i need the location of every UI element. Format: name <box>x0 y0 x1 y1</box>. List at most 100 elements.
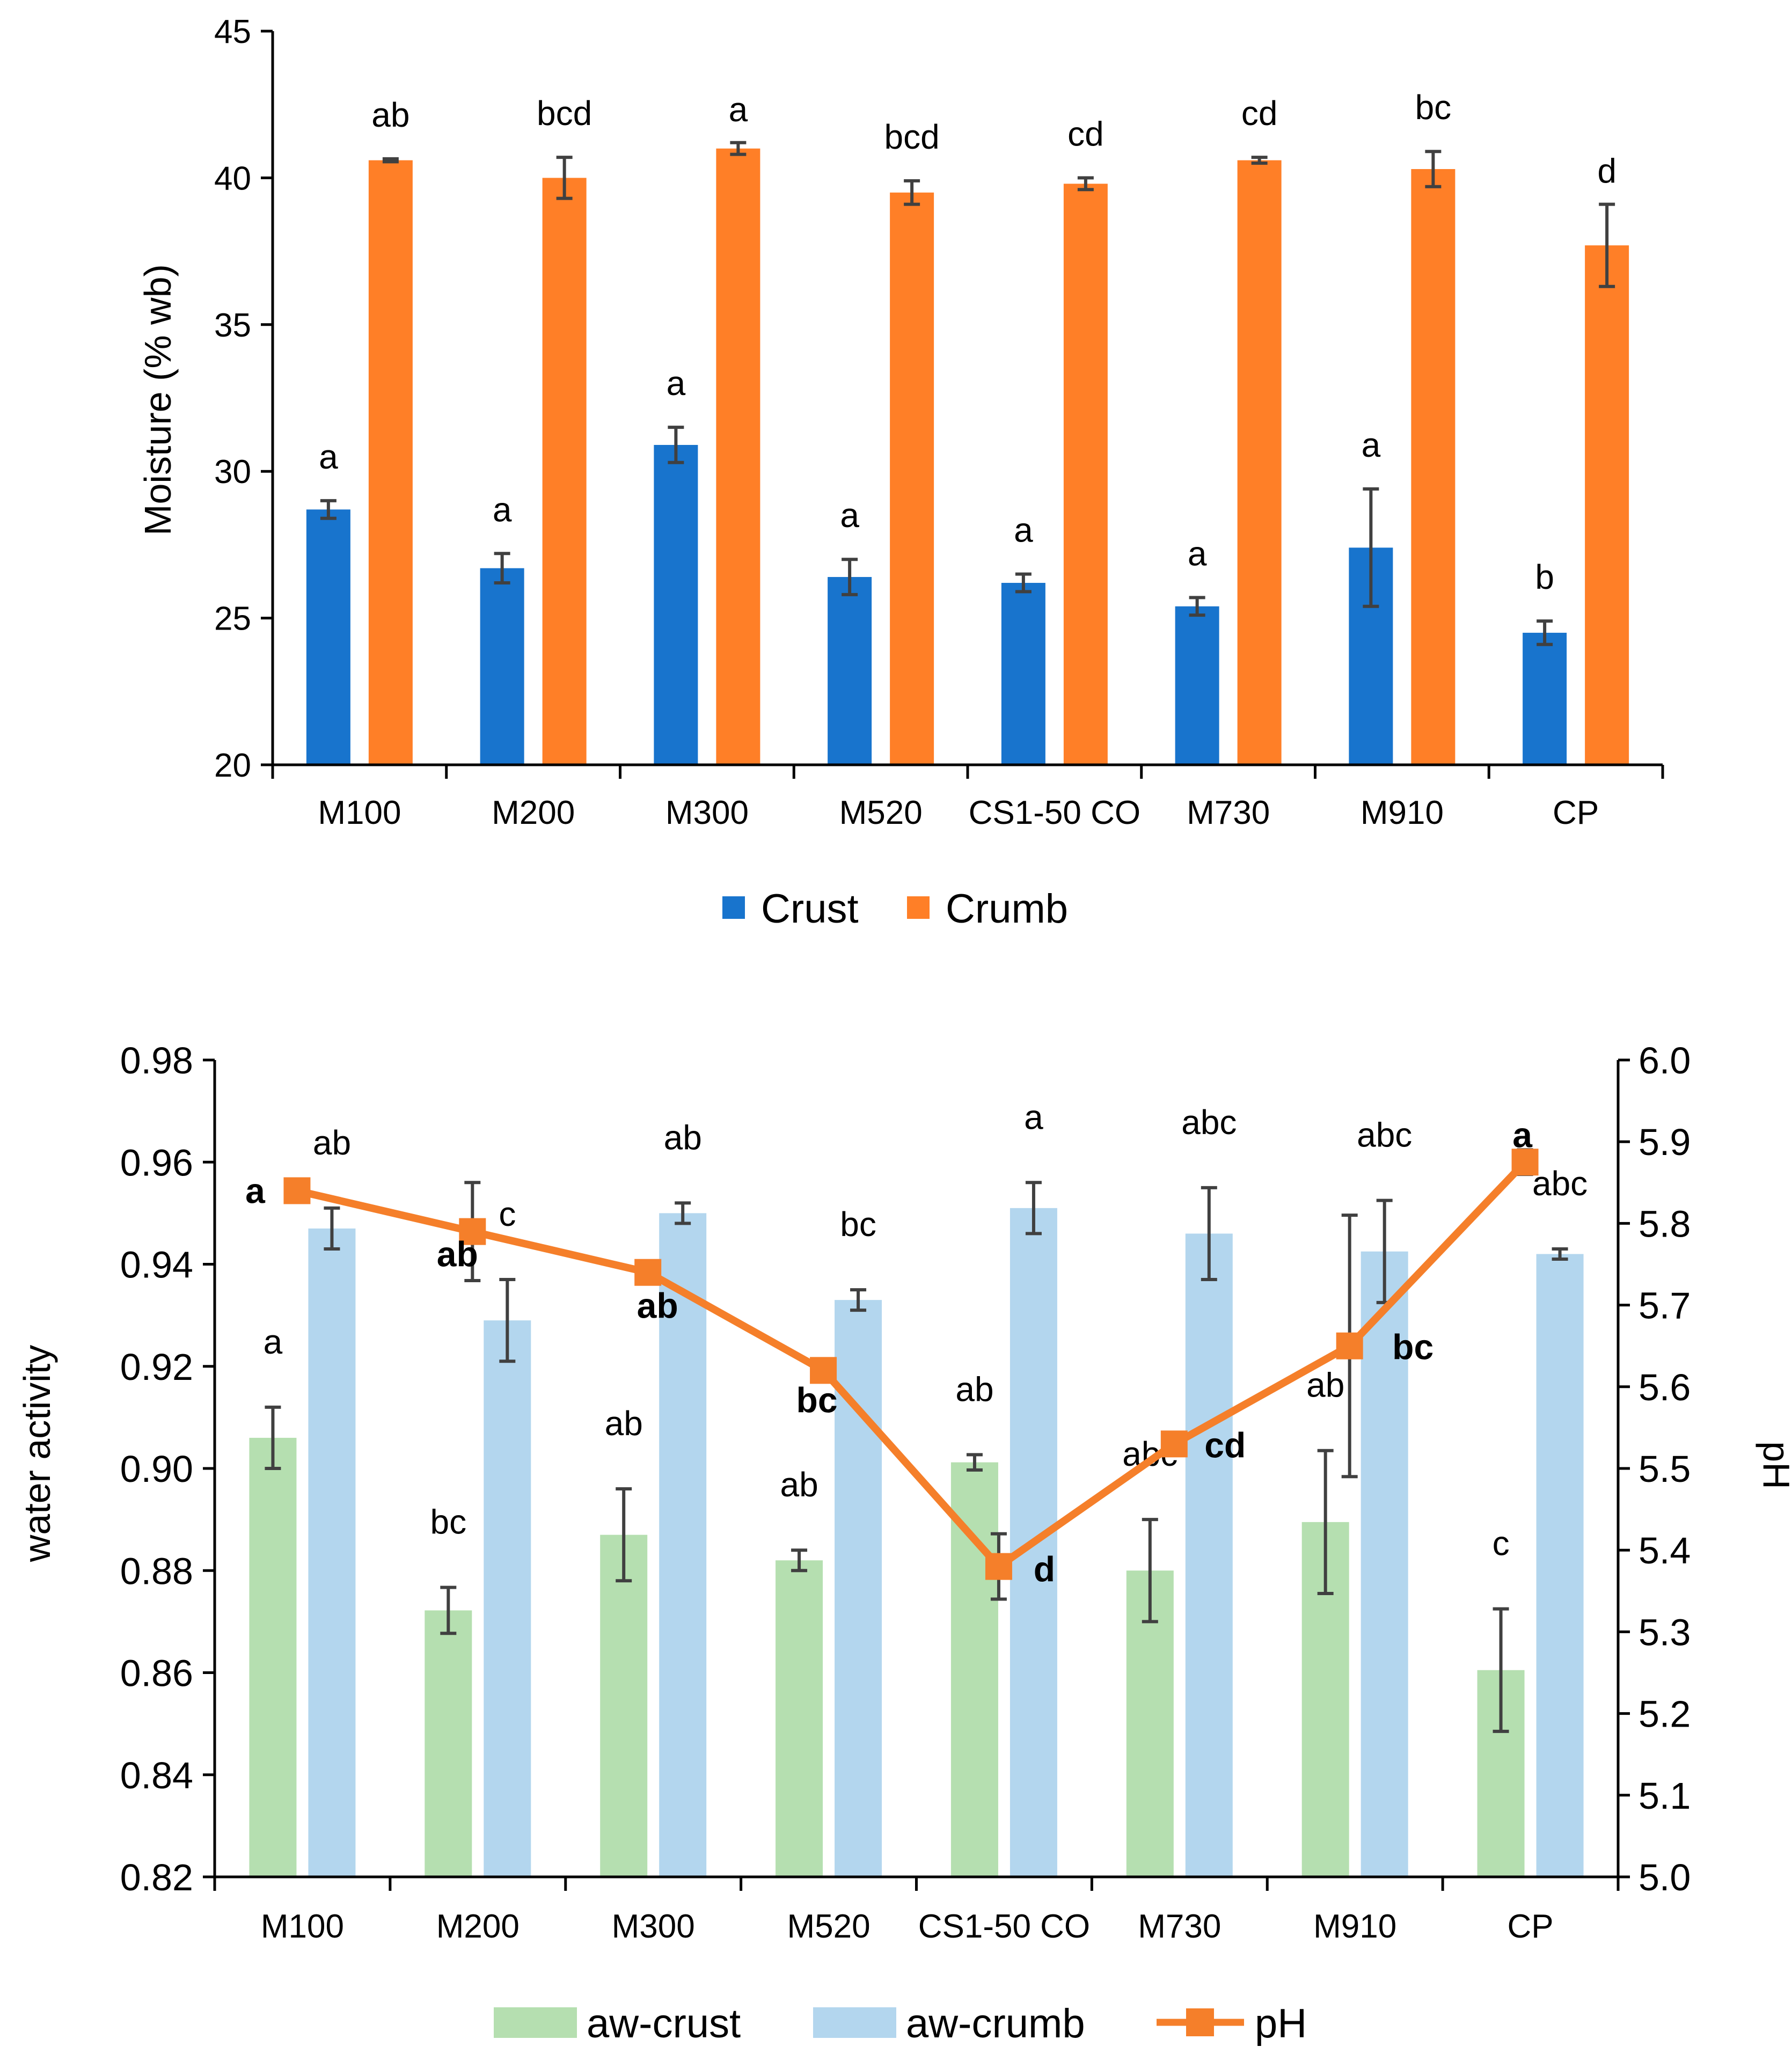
moisture-y-axis-title: Moisture (% wb) <box>137 264 179 536</box>
ph-y-tick-label: 6.0 <box>1639 1040 1691 1081</box>
aw-y-tick-label: 0.94 <box>120 1244 193 1286</box>
ph-marker-m300 <box>634 1259 662 1286</box>
aw-y-tick-label: 0.82 <box>120 1856 193 1898</box>
moisture-legend: Crust Crumb <box>722 886 1068 932</box>
aw-category-label: M910 <box>1313 1908 1396 1945</box>
bar-aw-crumb-m730 <box>1185 1233 1233 1877</box>
legend-swatch-aw-crust <box>494 2007 577 2038</box>
aw-category-label: M200 <box>436 1908 520 1945</box>
ph-marker-cp <box>1511 1149 1539 1176</box>
sig-label-crust-m910: a <box>1362 426 1381 464</box>
moisture-y-tick-label: 45 <box>214 13 251 50</box>
aw-y-tick-label: 0.88 <box>120 1550 193 1592</box>
bar-aw-crumb-m910 <box>1361 1251 1408 1877</box>
ph-sig-label-cs1-50-co: d <box>1034 1549 1055 1589</box>
bar-aw-crumb-m200 <box>484 1320 531 1877</box>
water-activity-y-axis-title: water activity <box>16 1345 58 1563</box>
ph-marker-m730 <box>1160 1430 1188 1458</box>
sig-label-crumb-m910: bc <box>1415 88 1452 127</box>
legend-swatch-aw-crumb <box>813 2007 896 2038</box>
moisture-y-tick-label: 20 <box>214 747 251 784</box>
bar-crust-cs1-50-co <box>1001 582 1045 765</box>
water-activity-ph-chart: 0.82 0.84 0.86 0.88 0.90 0.92 0.94 0.96 0.98 5.0 5… <box>16 1040 1792 2046</box>
sig-label-crust-m730: a <box>1188 534 1207 573</box>
moisture-category-label: CP <box>1553 794 1599 831</box>
sig-label-crust-cs1-50-co: a <box>1014 511 1033 550</box>
bar-crust-m200 <box>480 568 524 765</box>
moisture-category-label: M730 <box>1187 794 1270 831</box>
bar-crumb-m730 <box>1237 160 1282 765</box>
moisture-y-tick-label: 30 <box>214 454 251 491</box>
sig-label-crumb-cp: d <box>1597 152 1617 191</box>
bar-aw-crust-cs1-50-co <box>950 1462 998 1877</box>
ph-y-tick-label: 5.8 <box>1639 1203 1691 1245</box>
sig-label-aw-crumb-cp: abc <box>1532 1164 1588 1203</box>
ph-sig-label-cp: a <box>1512 1115 1533 1154</box>
sig-label-aw-crust-cp: c <box>1493 1524 1510 1563</box>
ph-y-tick-label: 5.2 <box>1639 1693 1691 1735</box>
ph-marker-cs1-50-co <box>985 1553 1012 1580</box>
water-activity-legend: aw-crust aw-crumb pH <box>494 2001 1307 2046</box>
sig-label-aw-crumb-m300: ab <box>664 1118 702 1157</box>
bar-aw-crust-m300 <box>600 1534 648 1877</box>
sig-label-aw-crust-m100: a <box>264 1322 283 1361</box>
aw-y-tick-label: 0.96 <box>120 1142 193 1183</box>
sig-label-crumb-m300: a <box>729 90 748 129</box>
ph-sig-label-m730: cd <box>1204 1425 1246 1465</box>
sig-label-crumb-cs1-50-co: cd <box>1067 114 1104 153</box>
sig-label-crust-m520: a <box>840 496 859 535</box>
sig-label-aw-crust-m520: ab <box>780 1465 818 1504</box>
bar-crumb-m100 <box>368 160 413 765</box>
ph-marker-m200 <box>459 1218 486 1245</box>
sig-label-crumb-m520: bcd <box>884 118 940 156</box>
moisture-category-label: M100 <box>318 794 401 831</box>
legend-label-crust: Crust <box>761 886 859 932</box>
bar-aw-crumb-m300 <box>659 1213 707 1877</box>
aw-category-label: CP <box>1507 1908 1553 1945</box>
sig-label-aw-crust-cs1-50-co: ab <box>955 1370 993 1408</box>
sig-label-crust-cp: b <box>1535 558 1554 596</box>
aw-y-tick-label: 0.90 <box>120 1448 193 1490</box>
ph-series-line <box>296 1159 1528 1570</box>
bar-crumb-m910 <box>1411 169 1455 765</box>
moisture-y-tick-label: 35 <box>214 307 251 344</box>
aw-category-label: CS1-50 CO <box>918 1908 1090 1945</box>
moisture-category-label: M520 <box>839 794 923 831</box>
ph-marker-m100 <box>283 1177 311 1204</box>
bar-crust-m730 <box>1175 606 1219 765</box>
bar-crumb-m300 <box>716 148 760 765</box>
moisture-chart: 20 25 30 35 40 45 a ab a bcd a a a bcd a cd a cd a bc b d M1… <box>137 13 1664 932</box>
ph-y-tick-label: 5.9 <box>1639 1121 1691 1163</box>
sig-label-aw-crust-m200: bc <box>430 1503 467 1541</box>
bar-aw-crumb-m100 <box>308 1228 356 1877</box>
ph-y-tick-label: 5.3 <box>1639 1611 1691 1653</box>
moisture-y-tick-label: 40 <box>214 160 251 197</box>
bar-aw-crust-m520 <box>776 1560 823 1877</box>
sig-label-aw-crust-m300: ab <box>605 1404 643 1443</box>
moisture-y-tick-label: 25 <box>214 601 251 638</box>
ph-sig-label-m300: ab <box>637 1286 678 1326</box>
legend-swatch-crumb <box>907 896 930 919</box>
moisture-category-label: M300 <box>665 794 749 831</box>
ph-sig-label-m200: ab <box>437 1234 478 1274</box>
aw-category-label: M100 <box>261 1908 344 1945</box>
sig-label-crumb-m200: bcd <box>537 94 592 133</box>
ph-sig-label-m520: bc <box>796 1380 838 1420</box>
legend-marker-ph <box>1186 2008 1214 2036</box>
bar-crust-m520 <box>828 577 872 765</box>
legend-swatch-crust <box>722 896 745 919</box>
aw-y-tick-label: 0.98 <box>120 1040 193 1081</box>
bar-aw-crust-m200 <box>425 1610 472 1877</box>
ph-y-tick-label: 5.0 <box>1639 1856 1691 1898</box>
sig-label-crumb-m100: ab <box>371 96 409 134</box>
sig-label-aw-crumb-m910: abc <box>1357 1116 1412 1154</box>
ph-y-axis-title: pH <box>1756 1441 1792 1489</box>
bar-crumb-cs1-50-co <box>1063 184 1108 765</box>
sig-label-aw-crumb-m100: ab <box>313 1123 351 1162</box>
sig-label-aw-crumb-cs1-50-co: a <box>1024 1098 1043 1136</box>
aw-category-label: M730 <box>1138 1908 1221 1945</box>
moisture-category-label: M200 <box>492 794 575 831</box>
sig-label-crust-m200: a <box>493 490 512 529</box>
bar-crumb-cp <box>1585 245 1629 765</box>
